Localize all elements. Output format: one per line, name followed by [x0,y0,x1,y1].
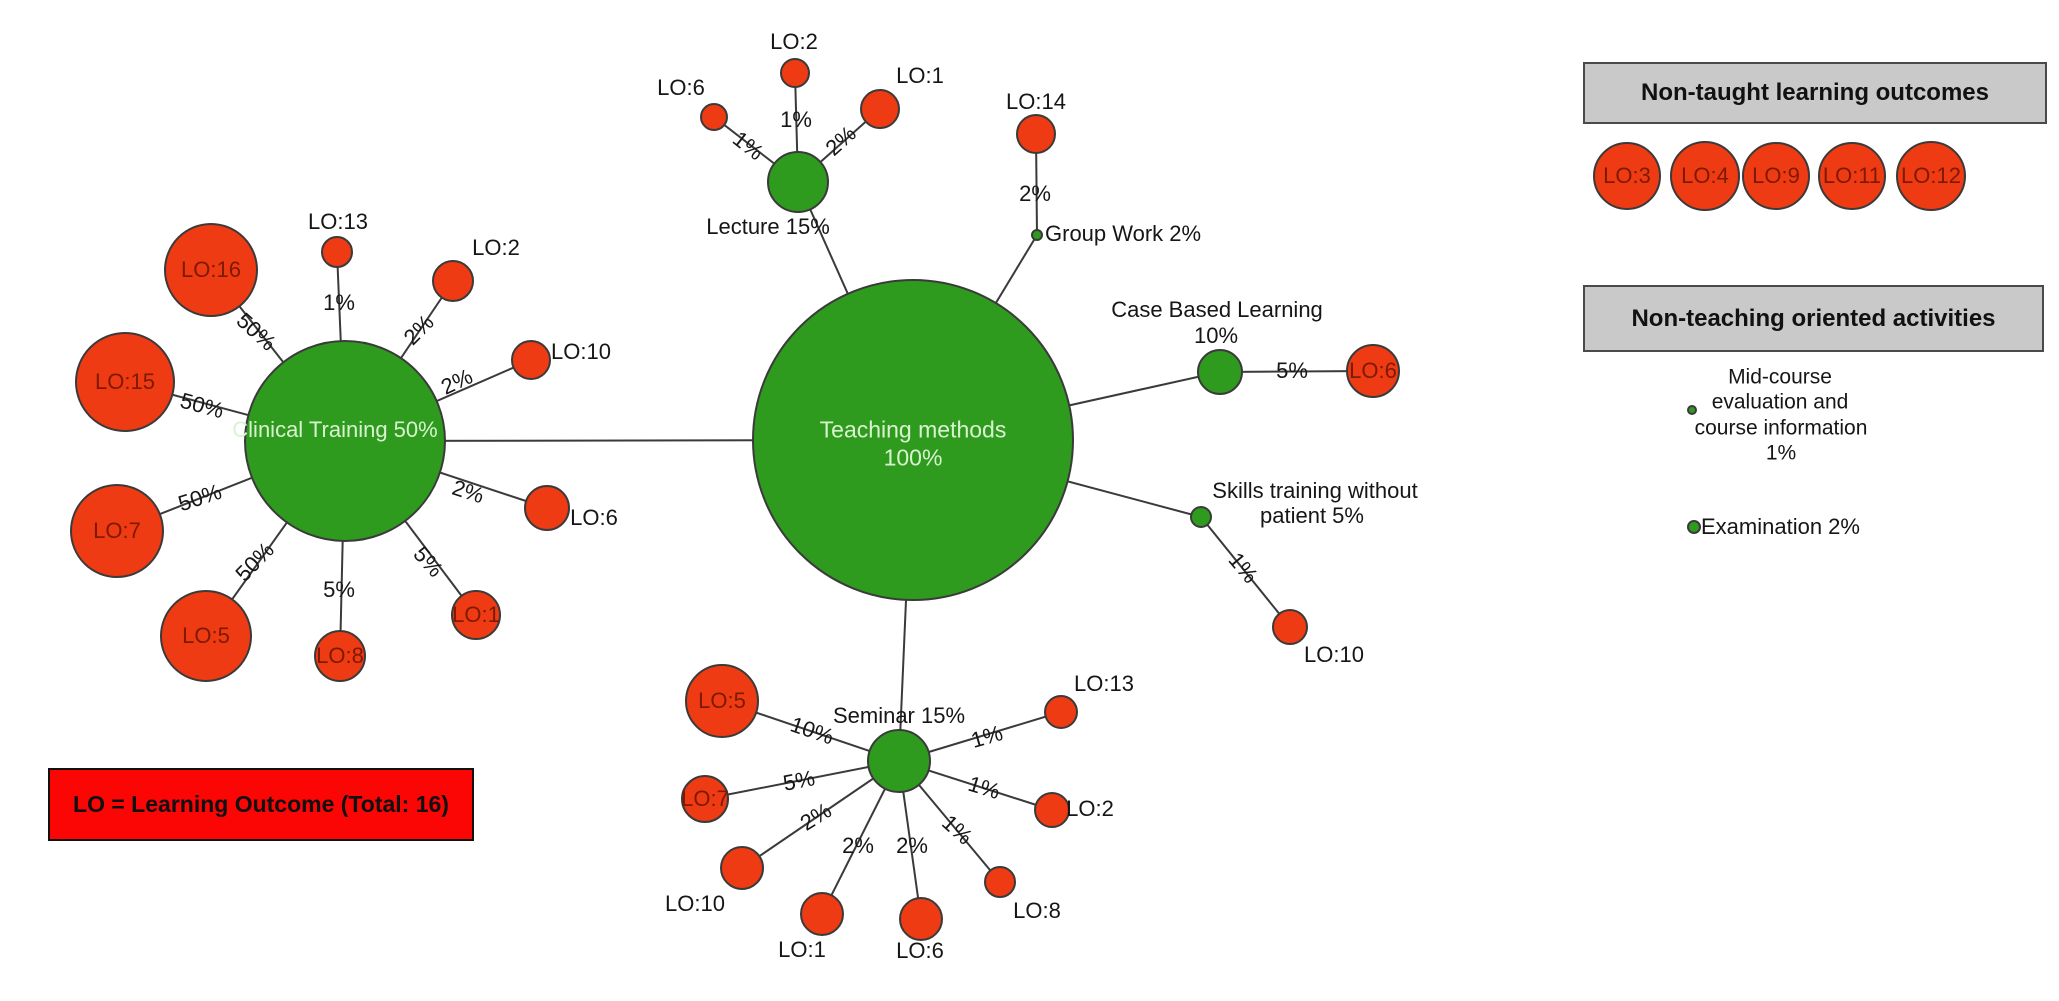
node-sem-lo7 [681,775,729,823]
node-clin-lo16 [164,223,258,317]
non-taught-header: Non-taught learning outcomes [1583,62,2047,124]
legend-text: LO = Learning Outcome (Total: 16) [73,791,449,817]
node-clin-lo1 [451,590,501,640]
node-clin-lo10 [511,340,551,380]
node-sem-lo1 [800,892,844,936]
edge-seminar-sem-lo7 [704,760,900,800]
non-teaching-header: Non-teaching oriented activities [1583,285,2044,352]
node-gw-lo14 [1016,114,1056,154]
node-nt-lo3 [1593,142,1661,210]
node-midcourse-dot [1687,405,1697,415]
legend-box: LO = Learning Outcome (Total: 16) [48,768,474,841]
node-sem-lo6 [899,897,943,941]
node-clin-lo8 [314,630,366,682]
node-clin-lo6 [524,485,570,531]
node-group-work [1031,229,1043,241]
node-sem-lo8 [984,866,1016,898]
node-nt-lo12 [1896,141,1966,211]
node-clin-lo15 [75,332,175,432]
node-clinical-training [244,340,446,542]
non-teaching-header-text: Non-teaching oriented activities [1631,304,1996,332]
node-nt-lo9 [1742,142,1810,210]
node-sem-lo5 [685,664,759,738]
node-examination-dot [1687,520,1701,534]
node-clin-lo5 [160,590,252,682]
node-case-lo6 [1346,344,1400,398]
edge-skills-training-skills-lo10 [1200,516,1291,628]
node-skills-lo10 [1272,609,1308,645]
node-lect-lo6 [700,103,728,131]
node-sem-lo13 [1044,695,1078,729]
node-clin-lo2 [432,260,474,302]
node-nt-lo4 [1670,141,1740,211]
node-lect-lo2 [780,58,810,88]
node-nt-lo11 [1818,142,1886,210]
node-sem-lo2 [1034,792,1070,828]
node-skills-training [1190,506,1212,528]
node-teaching-methods [752,279,1074,601]
node-clin-lo13 [321,236,353,268]
node-seminar [867,729,931,793]
node-lecture [767,151,829,213]
node-case-based [1197,349,1243,395]
non-taught-header-text: Non-taught learning outcomes [1641,79,1989,106]
node-lect-lo1 [860,89,900,129]
node-sem-lo10 [720,846,764,890]
node-clin-lo7 [70,484,164,578]
